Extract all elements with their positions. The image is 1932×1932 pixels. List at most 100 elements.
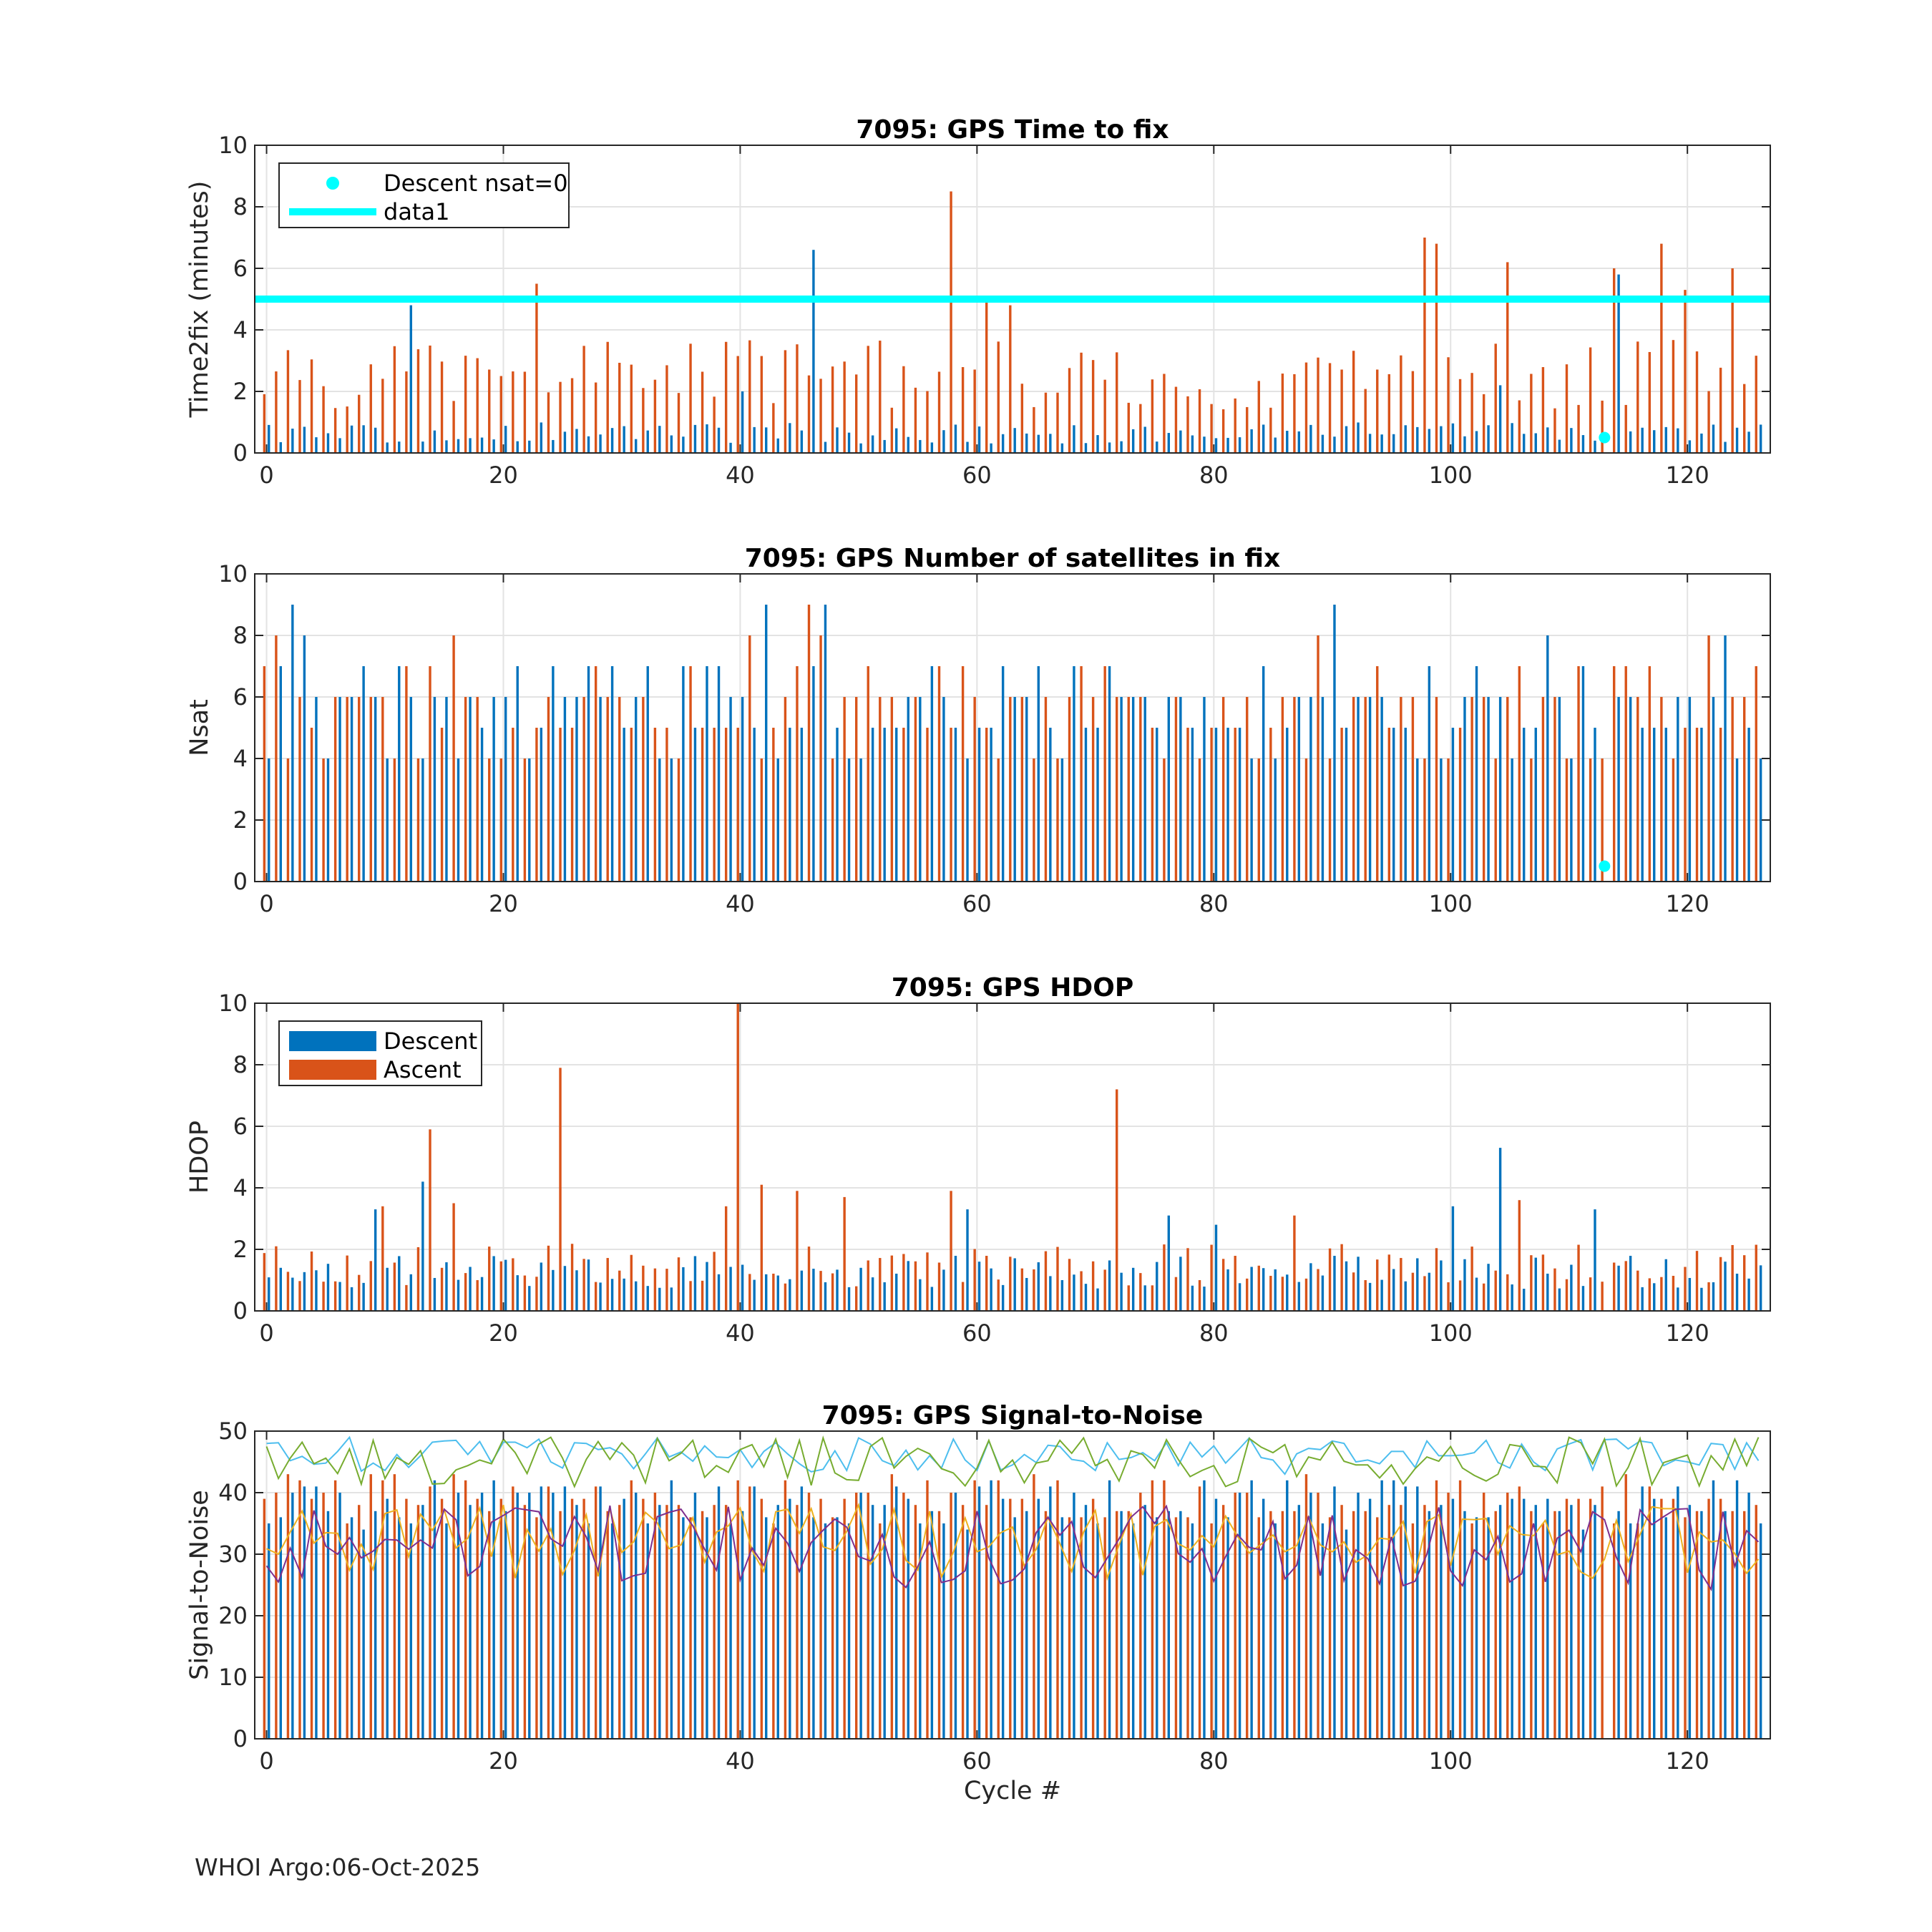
bar-descent [1238,1493,1241,1739]
bar-descent [919,1279,922,1311]
bar-descent [1001,1284,1005,1311]
bar-ascent [937,666,941,882]
bar-ascent [772,728,775,882]
bar-descent [599,1282,602,1311]
bar-descent [1167,1511,1171,1739]
bar-ascent [1352,351,1355,453]
bar-ascent [476,1498,479,1739]
bar-ascent [594,1282,597,1311]
bar-descent [954,728,957,882]
bar-descent [469,1267,472,1311]
bar-ascent [1198,1486,1201,1739]
bar-descent [1357,1257,1360,1311]
bar-descent [1380,1279,1383,1311]
bar-descent [1498,1148,1502,1311]
bar-descent [990,728,992,882]
x-tick-label: 120 [1666,1747,1709,1775]
bar-descent [1060,1517,1064,1739]
bar-ascent [1056,758,1059,882]
bar-ascent [1221,1259,1225,1311]
bar-ascent [961,666,965,882]
bar-ascent [914,387,917,453]
bar-ascent [1719,728,1722,882]
bar-ascent [298,380,301,453]
bar-ascent [452,401,455,453]
bar-ascent [890,407,894,453]
bar-ascent [665,1505,668,1739]
bar-ascent [298,1480,301,1739]
bar-ascent [416,1505,420,1739]
bar-ascent [512,1258,514,1311]
bar-descent [1214,1224,1218,1311]
bar-descent [942,430,945,453]
bar-descent [315,1486,318,1739]
bar-ascent [1257,1517,1260,1739]
bar-ascent [310,728,313,882]
bar-ascent [452,635,455,882]
bar-descent [1475,1517,1478,1739]
bar-ascent [606,341,609,453]
x-tick-label: 100 [1429,1319,1473,1347]
bar-ascent [642,697,645,882]
bar-descent [610,1523,614,1739]
bar-descent [563,1266,567,1311]
bar-ascent [369,697,372,882]
bar-ascent [1186,1517,1189,1739]
bar-ascent [1221,409,1225,453]
bar-ascent [736,356,739,453]
bar-descent [1167,1215,1171,1311]
bar-descent [587,666,590,882]
bar-ascent [1091,360,1095,453]
bar-descent [1617,697,1620,882]
bar-ascent [1684,290,1687,453]
bar-descent [776,1505,779,1739]
bar-ascent [1624,666,1627,882]
bar-descent [907,1261,909,1311]
y-tick-label: 0 [233,1725,248,1752]
bar-descent [279,666,282,882]
bar-ascent [937,371,941,453]
bar-descent [516,1493,519,1739]
bar-descent [587,1523,590,1739]
bar-descent [1297,1505,1301,1739]
bar-descent [1404,1486,1407,1739]
bar-ascent [1506,1493,1509,1739]
bar-ascent [748,635,751,882]
bar-descent [350,425,353,453]
bar-descent [1392,1269,1395,1311]
x-tick-label: 80 [1199,1319,1229,1347]
bar-ascent [1044,1511,1048,1739]
bar-descent [1428,1511,1431,1739]
bar-descent [765,1274,768,1311]
bar-ascent [286,1474,290,1739]
bar-descent [847,1287,851,1311]
bar-ascent [1494,1511,1497,1739]
bar-descent [1688,1505,1692,1739]
axes-box [254,145,1771,454]
bar-ascent [1210,404,1213,453]
chart-2: 0 20 40 60 80 100 120 0 2 4 6 8 10 7095: GPS Number o… [185,544,1771,917]
bar-ascent [547,392,550,453]
bar-ascent [1293,697,1296,882]
bar-ascent [914,1261,917,1311]
bar-ascent [559,1511,562,1739]
bar-descent [1463,1511,1466,1739]
bar-ascent [1612,666,1616,882]
bar-descent [1546,1273,1549,1311]
y-tick-label: 30 [218,1541,248,1568]
bar-descent [1440,1260,1443,1311]
bar-ascent [1281,374,1284,453]
bar-descent [469,697,472,882]
bar-ascent [1648,666,1652,882]
bar-descent [1060,1280,1064,1311]
bar-ascent [1340,369,1343,453]
bar-descent [516,1275,519,1311]
y-axis-label: Time2fix (minutes) [185,181,214,419]
y-tick-label: 6 [233,1113,248,1140]
bar-descent [623,1498,625,1739]
bar-descent [1250,429,1253,453]
y-tick-label: 8 [233,193,248,220]
bar-descent [1131,697,1135,882]
bar-ascent [1246,1278,1249,1311]
bar-ascent [393,1262,396,1311]
